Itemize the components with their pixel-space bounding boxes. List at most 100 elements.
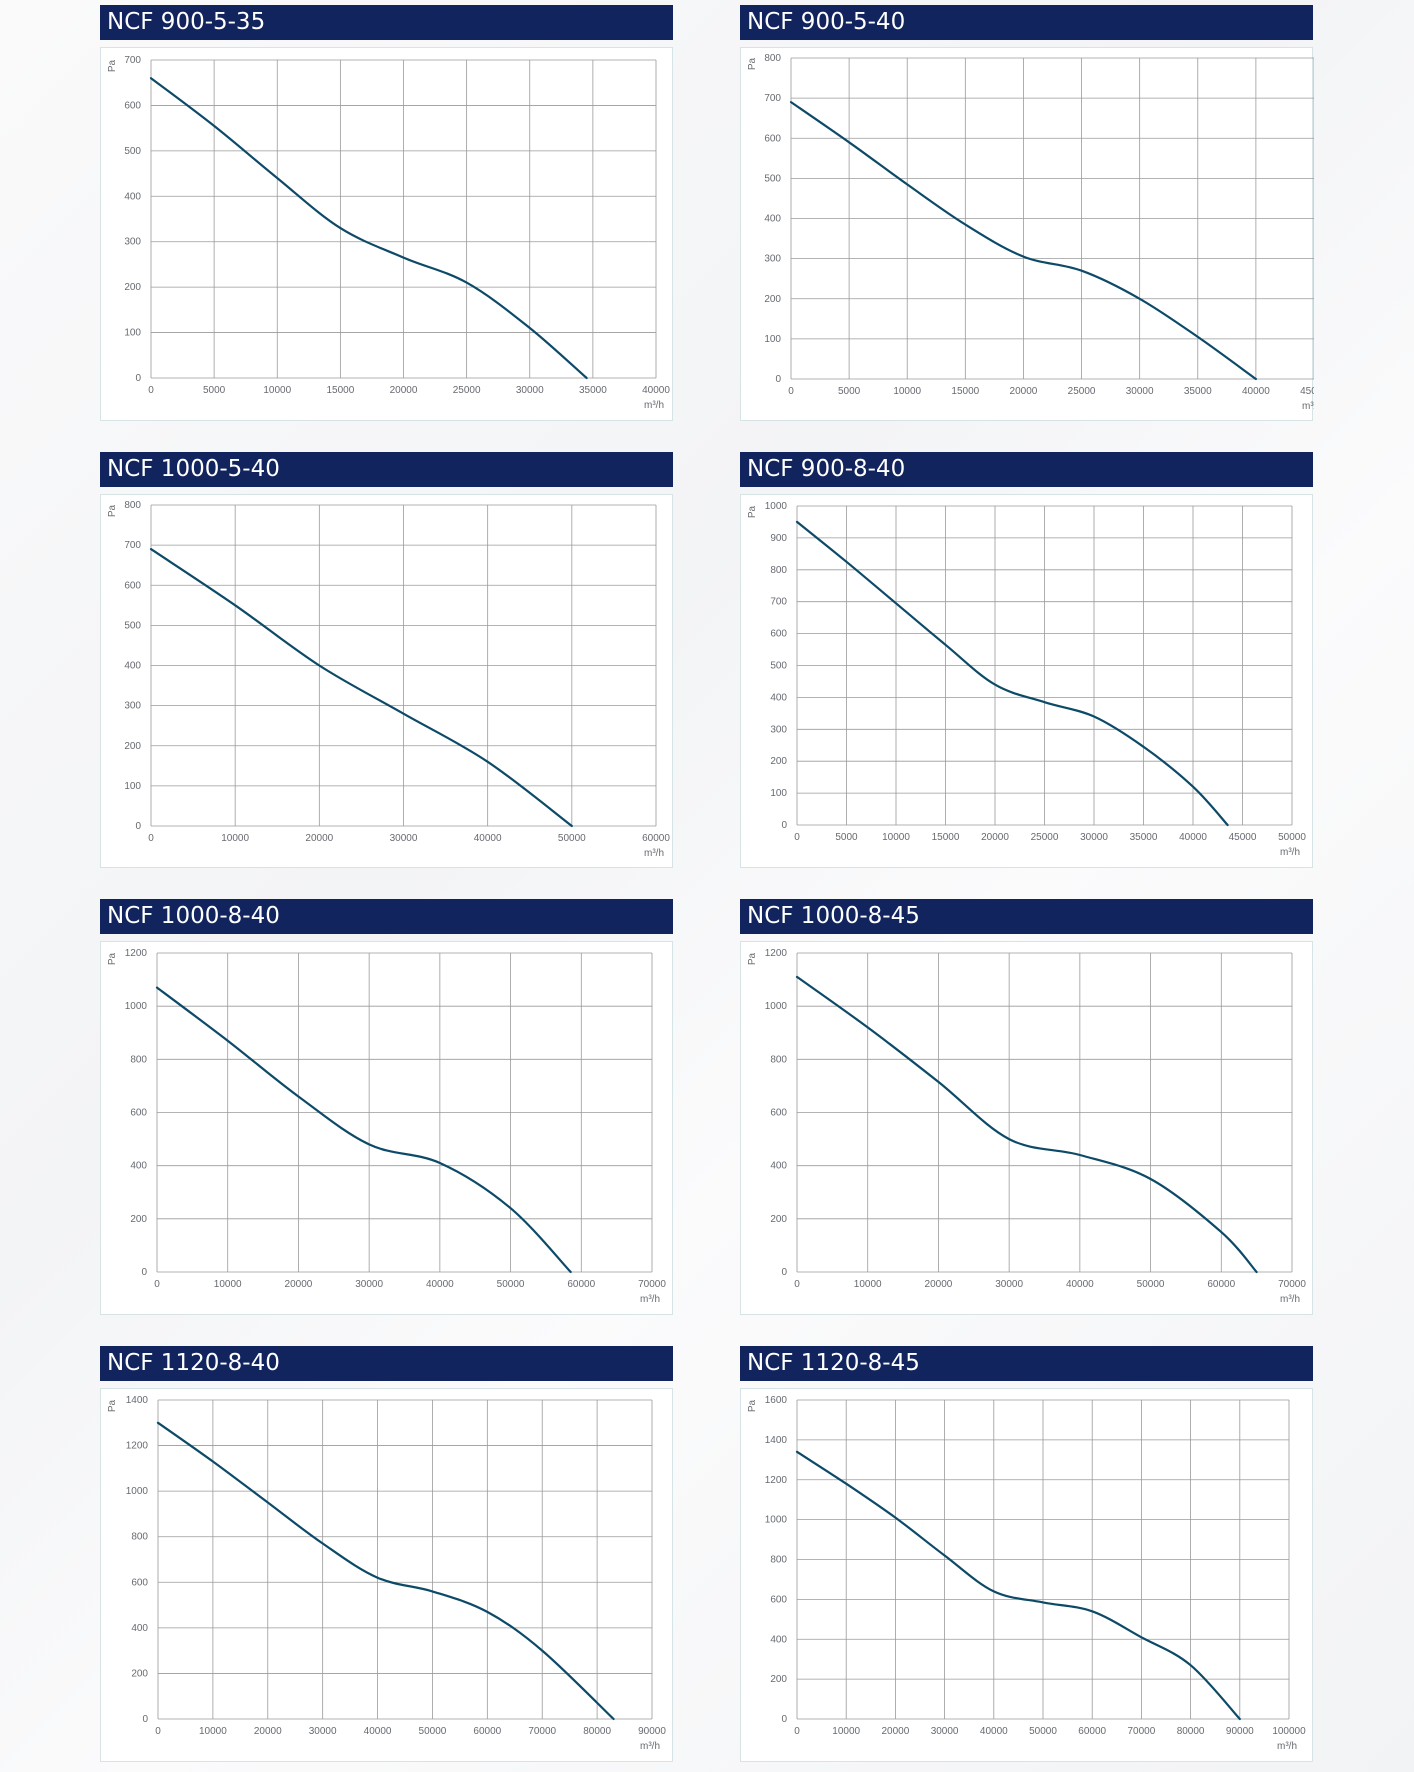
chart-title: NCF 900-5-35 — [100, 5, 673, 40]
x-tick-label: 20000 — [390, 385, 418, 396]
performance-curve — [795, 975, 1258, 1274]
performance-chart: 0 5000 10000 15000 20000 25000 30000 35000 40000… — [747, 501, 1306, 858]
y-tick-label: 400 — [770, 692, 787, 703]
performance-curve — [789, 101, 1257, 381]
x-tick-label: 50000 — [1137, 1279, 1165, 1290]
x-tick-label: 30000 — [931, 1726, 959, 1737]
performance-curve — [149, 548, 573, 828]
x-tick-label: 0 — [788, 386, 794, 397]
y-tick-label: 600 — [764, 133, 781, 144]
y-tick-label: 200 — [770, 1214, 787, 1225]
y-tick-label: 800 — [131, 1532, 148, 1543]
x-tick-label: 10000 — [854, 1279, 882, 1290]
x-tick-label: 10000 — [199, 1726, 227, 1737]
x-tick-label: 5000 — [838, 386, 861, 397]
y-tick-label: 600 — [770, 1108, 787, 1119]
chart-panel: NCF 1000-5-40 0 10000 20000 30000 40000 50000… — [100, 452, 673, 868]
y-tick-label: 1200 — [125, 948, 148, 959]
performance-chart: 0 10000 20000 30000 40000 50000 60000 70000 0 200… — [747, 948, 1306, 1305]
x-tick-label: 40000 — [980, 1726, 1008, 1737]
y-tick-label: 0 — [775, 374, 781, 385]
x-axis-label: m³/h — [1277, 1741, 1297, 1752]
x-axis-label: m³/h — [644, 848, 664, 859]
performance-chart: 0 10000 20000 30000 40000 50000 60000 0 100 200 30… — [107, 500, 670, 859]
y-tick-label: 100 — [770, 788, 787, 799]
x-tick-label: 40000 — [364, 1726, 392, 1737]
y-tick-label: 700 — [124, 540, 141, 551]
y-tick-label: 0 — [141, 1267, 147, 1278]
y-tick-label: 600 — [124, 580, 141, 591]
y-tick-label: 0 — [781, 820, 787, 831]
chart-title: NCF 900-5-40 — [740, 5, 1313, 40]
chart-area: 0 5000 10000 15000 20000 25000 30000 35000 40000… — [100, 47, 673, 421]
x-tick-label: 50000 — [419, 1726, 447, 1737]
y-tick-label: 700 — [124, 55, 141, 66]
y-tick-label: 400 — [770, 1634, 787, 1645]
x-tick-label: 10000 — [221, 833, 249, 844]
x-tick-label: 30000 — [1126, 386, 1154, 397]
y-tick-label: 0 — [135, 373, 141, 384]
chart-title: NCF 1000-5-40 — [100, 452, 673, 487]
x-tick-label: 10000 — [882, 832, 910, 843]
y-tick-label: 200 — [130, 1214, 147, 1225]
x-tick-label: 70000 — [1278, 1279, 1306, 1290]
y-tick-label: 500 — [124, 146, 141, 157]
x-tick-label: 35000 — [579, 385, 607, 396]
x-tick-label: 30000 — [309, 1726, 337, 1737]
y-tick-label: 600 — [131, 1577, 148, 1588]
y-tick-label: 500 — [124, 620, 141, 631]
y-tick-label: 800 — [770, 565, 787, 576]
y-tick-label: 600 — [130, 1108, 147, 1119]
x-tick-label: 50000 — [1029, 1726, 1057, 1737]
x-tick-label: 80000 — [583, 1726, 611, 1737]
x-tick-label: 30000 — [390, 833, 418, 844]
y-axis-label: Pa — [107, 1399, 118, 1412]
x-tick-label: 0 — [154, 1279, 160, 1290]
performance-chart: 0 10000 20000 30000 40000 50000 60000 70000 8000… — [747, 1395, 1306, 1752]
x-tick-label: 90000 — [638, 1726, 666, 1737]
y-tick-label: 1400 — [765, 1435, 788, 1446]
y-tick-label: 100 — [124, 781, 141, 792]
y-tick-label: 200 — [131, 1668, 148, 1679]
x-tick-label: 0 — [794, 1279, 800, 1290]
x-tick-label: 10000 — [263, 385, 291, 396]
x-tick-label: 50000 — [1278, 832, 1306, 843]
y-axis-label: Pa — [107, 952, 118, 965]
x-tick-label: 60000 — [1078, 1726, 1106, 1737]
x-tick-label: 30000 — [995, 1279, 1023, 1290]
x-axis-label: m³/h — [1280, 847, 1300, 858]
y-tick-label: 300 — [764, 254, 781, 265]
y-tick-label: 1600 — [765, 1395, 788, 1406]
y-tick-label: 1000 — [765, 1515, 788, 1526]
y-tick-label: 400 — [124, 191, 141, 202]
y-axis-label: Pa — [747, 952, 758, 965]
y-tick-label: 100 — [124, 328, 141, 339]
y-tick-label: 0 — [781, 1267, 787, 1278]
x-tick-label: 0 — [794, 832, 800, 843]
x-tick-label: 0 — [148, 385, 154, 396]
y-tick-label: 400 — [770, 1161, 787, 1172]
y-tick-label: 1000 — [125, 1001, 148, 1012]
y-axis-label: Pa — [747, 57, 758, 70]
y-tick-label: 500 — [764, 173, 781, 184]
x-tick-label: 40000 — [426, 1279, 454, 1290]
chart-area: 0 10000 20000 30000 40000 50000 60000 0 100 200 30… — [100, 494, 673, 868]
y-tick-label: 400 — [764, 214, 781, 225]
y-tick-label: 800 — [770, 1054, 787, 1065]
x-tick-label: 30000 — [516, 385, 544, 396]
x-tick-label: 20000 — [981, 832, 1009, 843]
y-axis-label: Pa — [747, 505, 758, 518]
x-tick-label: 10000 — [832, 1726, 860, 1737]
performance-chart: 0 5000 10000 15000 20000 25000 30000 35000 40000… — [747, 53, 1314, 412]
performance-curve — [155, 986, 572, 1274]
chart-panel: NCF 900-8-40 0 5000 10000 15000 20000 25000 30… — [740, 452, 1313, 868]
x-tick-label: 70000 — [528, 1726, 556, 1737]
x-tick-label: 10000 — [893, 386, 921, 397]
chart-area: 0 5000 10000 15000 20000 25000 30000 35000 40000… — [740, 47, 1314, 421]
chart-area: 0 5000 10000 15000 20000 25000 30000 35000 40000… — [740, 494, 1313, 868]
y-tick-label: 0 — [781, 1714, 787, 1725]
y-tick-label: 700 — [770, 597, 787, 608]
y-tick-label: 800 — [770, 1555, 787, 1566]
y-tick-label: 300 — [770, 724, 787, 735]
y-tick-label: 700 — [764, 93, 781, 104]
